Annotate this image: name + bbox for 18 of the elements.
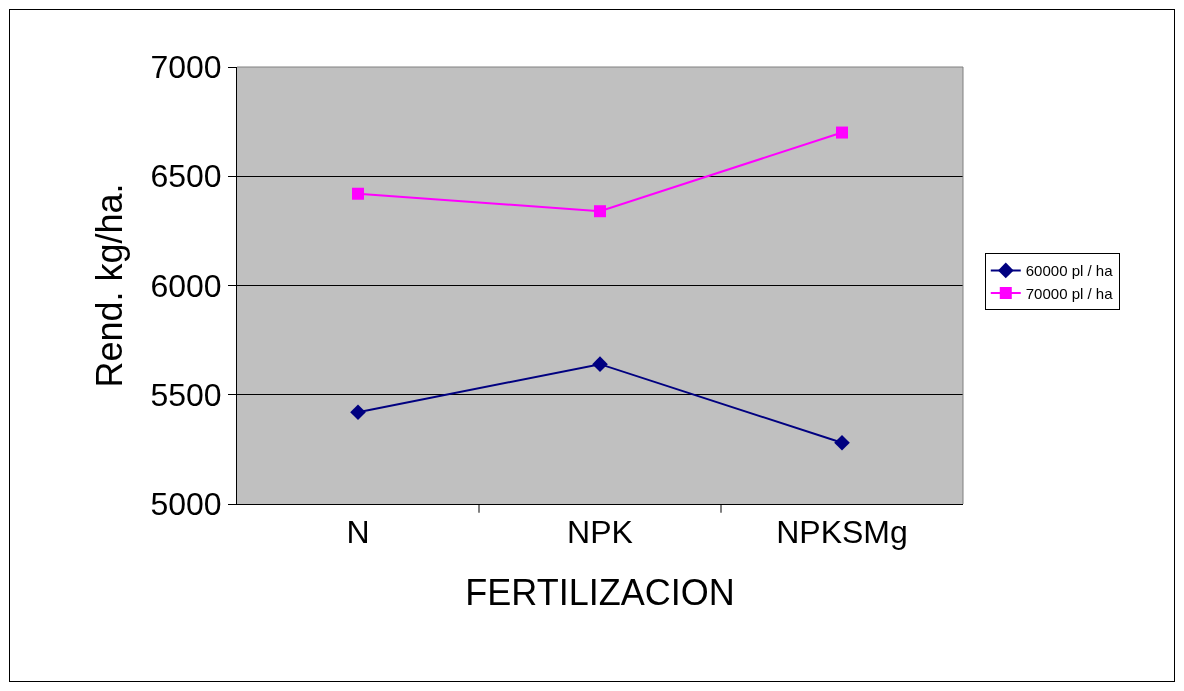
point <box>834 435 850 451</box>
y-tick-label: 5500 <box>150 376 222 413</box>
point <box>592 356 608 372</box>
point <box>352 187 364 200</box>
y-tick-label: 5000 <box>150 486 222 523</box>
y-axis-title: Rend. kg/ha. <box>89 183 131 388</box>
y-tick-label: 6000 <box>150 267 222 304</box>
x-tick-label: NPKSMg <box>776 514 908 551</box>
legend-label: 70000 pl / ha <box>1025 284 1114 302</box>
point <box>350 404 366 421</box>
x-tick-label: N <box>346 514 370 551</box>
x-axis-title: FERTILIZACION <box>465 572 735 614</box>
legend-label: 60000 pl / ha <box>1025 262 1114 280</box>
point <box>594 205 606 218</box>
x-tick-label: NPK <box>567 514 633 551</box>
y-tick-label: 6500 <box>150 158 222 195</box>
y-tick-label: 7000 <box>150 49 222 86</box>
point <box>836 126 848 139</box>
